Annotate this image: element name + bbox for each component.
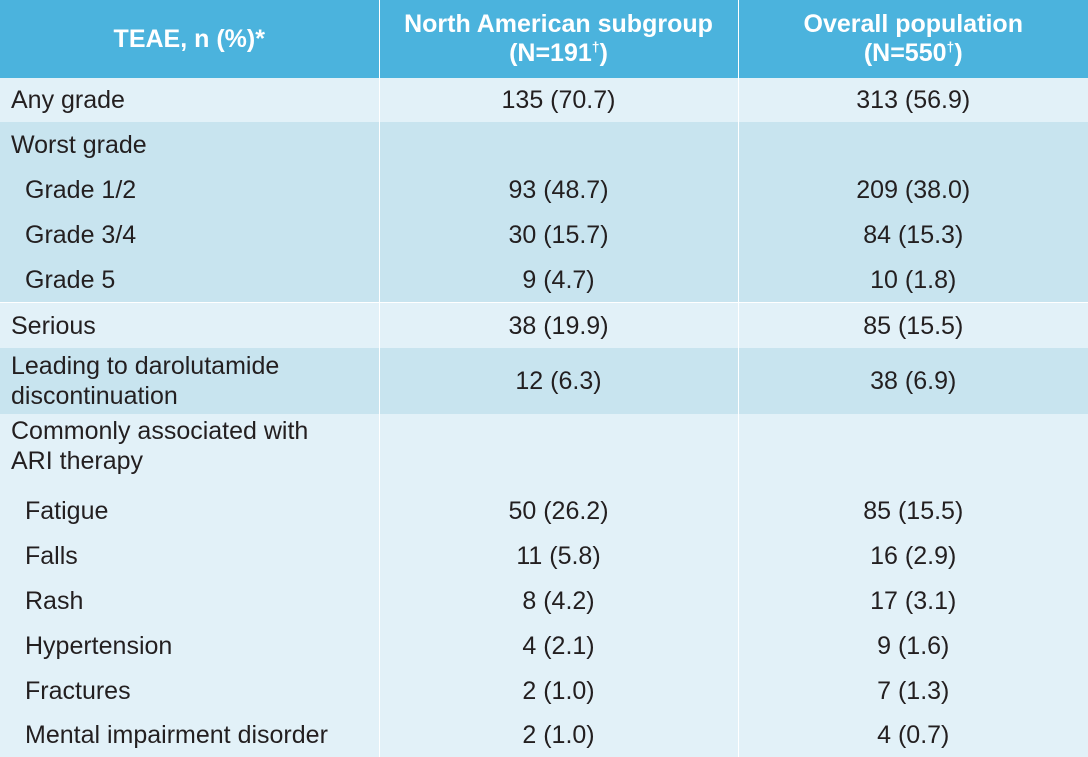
row-label: Grade 1/2: [0, 167, 379, 212]
overall-value: 9 (1.6): [737, 623, 1088, 668]
overall-value: [737, 414, 1088, 488]
row-label: Falls: [0, 533, 379, 578]
na-value: 2 (1.0): [378, 668, 738, 713]
row-label: Rash: [0, 578, 379, 623]
header-na-n: (N=191: [509, 39, 592, 67]
table-row: Falls 11 (5.8) 16 (2.9): [0, 533, 1088, 578]
table-row: Leading to darolutamide discontinuation 1…: [0, 348, 1088, 414]
header-overall-close: ): [954, 39, 963, 67]
header-na-line2: (N=191†): [509, 39, 608, 67]
na-value: 4 (2.1): [378, 623, 738, 668]
header-na-close: ): [599, 39, 608, 67]
overall-value: 313 (56.9): [737, 78, 1088, 122]
row-label-line1: Leading to darolutamide: [11, 352, 280, 380]
overall-value: 85 (15.5): [737, 302, 1088, 348]
dagger-mark: †: [946, 38, 955, 55]
na-value: 30 (15.7): [378, 212, 738, 257]
table-row: Grade 5 9 (4.7) 10 (1.8): [0, 257, 1088, 303]
row-label: Fatigue: [0, 488, 379, 533]
row-label-line2: discontinuation: [11, 382, 178, 410]
table-row: Fatigue 50 (26.2) 85 (15.5): [0, 488, 1088, 533]
na-value: 2 (1.0): [378, 713, 738, 757]
table-row: Rash 8 (4.2) 17 (3.1): [0, 578, 1088, 623]
table-row: Serious 38 (19.9) 85 (15.5): [0, 302, 1088, 348]
row-label: Any grade: [0, 78, 379, 122]
table-row: Commonly associated with ARI therapy: [0, 414, 1088, 488]
row-label: Hypertension: [0, 623, 379, 668]
row-label: Commonly associated with ARI therapy: [0, 414, 379, 488]
dagger-mark: †: [591, 38, 600, 55]
header-teae: TEAE, n (%)*: [0, 0, 379, 78]
overall-value: 209 (38.0): [737, 167, 1088, 212]
overall-value: [737, 122, 1088, 167]
overall-value: 84 (15.3): [737, 212, 1088, 257]
overall-value: 16 (2.9): [737, 533, 1088, 578]
na-value: 12 (6.3): [378, 348, 738, 414]
na-value: 11 (5.8): [378, 533, 738, 578]
header-overall-n: (N=550: [863, 39, 947, 67]
row-label: Leading to darolutamide discontinuation: [0, 348, 379, 414]
na-value: [378, 122, 738, 167]
row-label: Fractures: [0, 668, 379, 713]
na-value: 50 (26.2): [378, 488, 738, 533]
header-overall-line1: Overall population: [803, 10, 1023, 38]
table-row: Worst grade: [0, 122, 1088, 167]
table-row: Grade 1/2 93 (48.7) 209 (38.0): [0, 167, 1088, 212]
overall-value: 7 (1.3): [737, 668, 1088, 713]
header-na-line1: North American subgroup: [404, 10, 713, 38]
row-label-line1: Commonly associated with: [11, 417, 309, 445]
header-overall-line2: (N=550†): [864, 39, 963, 67]
header-overall: Overall population (N=550†): [737, 0, 1088, 78]
table-row: Grade 3/4 30 (15.7) 84 (15.3): [0, 212, 1088, 257]
overall-value: 85 (15.5): [737, 488, 1088, 533]
na-value: 8 (4.2): [378, 578, 738, 623]
header-teae-label: TEAE, n (%)*: [113, 24, 265, 53]
row-label: Serious: [0, 302, 379, 348]
overall-value: 10 (1.8): [737, 257, 1088, 303]
na-value: 9 (4.7): [378, 257, 738, 303]
row-label: Worst grade: [0, 122, 379, 167]
overall-value: 17 (3.1): [737, 578, 1088, 623]
table-row: Any grade 135 (70.7) 313 (56.9): [0, 78, 1088, 122]
na-value: [378, 414, 738, 488]
overall-value: 4 (0.7): [737, 713, 1088, 757]
overall-value: 38 (6.9): [737, 348, 1088, 414]
na-value: 93 (48.7): [378, 167, 738, 212]
row-label: Grade 5: [0, 257, 379, 303]
row-label: Mental impairment disorder: [0, 713, 379, 757]
row-label-line2: ARI therapy: [11, 447, 144, 475]
table-row: Hypertension 4 (2.1) 9 (1.6): [0, 623, 1088, 668]
table-row: Mental impairment disorder 2 (1.0) 4 (0.…: [0, 713, 1088, 757]
header-row: TEAE, n (%)* North American subgroup (N=…: [0, 0, 1088, 78]
table-row: Fractures 2 (1.0) 7 (1.3): [0, 668, 1088, 713]
row-label: Grade 3/4: [0, 212, 379, 257]
na-value: 38 (19.9): [378, 302, 738, 348]
na-value: 135 (70.7): [378, 78, 738, 122]
header-north-american: North American subgroup (N=191†): [378, 0, 738, 78]
